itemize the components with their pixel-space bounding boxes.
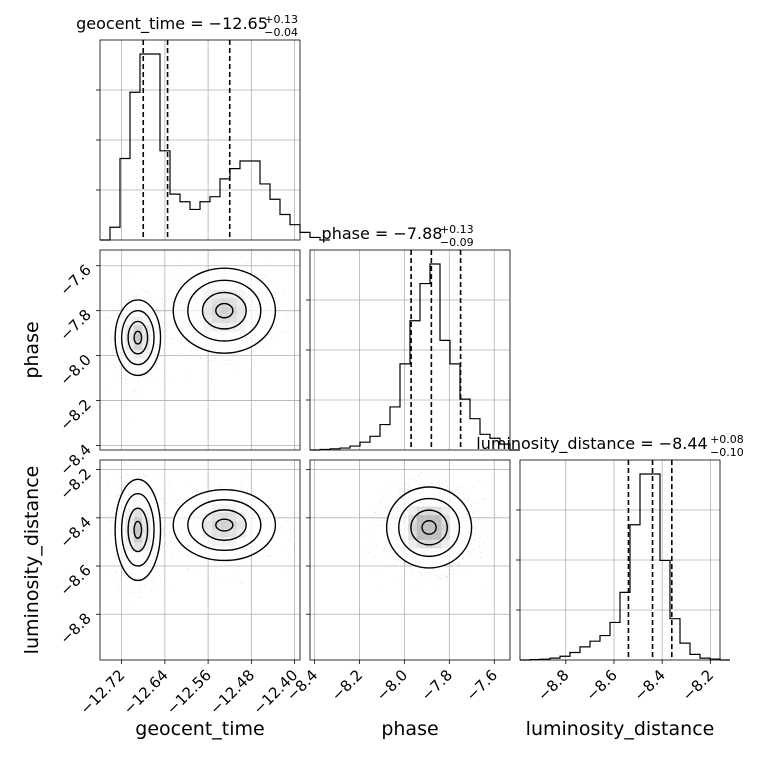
histogram-luminosity_distance: luminosity_distance = −8.44 +0.08−0.10 [476,433,744,661]
y-tick-label: −8.0 [56,351,94,389]
panel-frame [99,39,301,241]
title-text: phase = −7.88 [322,224,443,243]
panel-frame [519,459,721,661]
title-err-plus: +0.13 [440,223,474,236]
histogram-line [520,473,730,661]
y-tick-label: −8.8 [56,609,94,647]
title-err-minus: −0.04 [264,26,298,39]
histogram-line [310,263,520,451]
title-err-minus: −0.10 [710,446,744,459]
x-axis-label: phase [381,718,438,740]
x-axis-geocent_time: −12.72−12.64−12.56−12.48−12.40geocent_ti… [76,660,301,740]
contour-level [201,291,247,330]
y-tick-label: −7.6 [56,261,94,299]
x-axis-label: geocent_time [135,718,264,740]
contour-level [410,509,449,546]
scatter-area [100,250,300,450]
panel-frame [309,459,511,661]
x-tick-label: −8.0 [373,666,411,704]
panel-title-geocent_time: geocent_time = −12.65+0.13−0.04 [76,13,298,39]
x-tick-label: −7.6 [463,666,501,704]
x-tick-label: −8.4 [631,666,669,704]
contour-level [127,320,149,355]
histogram-geocent_time: geocent_time = −12.65+0.13−0.04 [76,13,330,241]
contour-level [120,493,155,567]
x-tick-label: −8.8 [534,666,572,704]
x-tick-label: −8.2 [328,666,366,704]
contour-level [187,499,262,552]
contour-level [215,518,234,532]
title-err-plus: +0.13 [264,13,298,26]
y-tick-label: −7.8 [56,306,94,344]
title-err-plus: +0.08 [710,433,744,446]
scatter-area [310,460,510,660]
panel-title-luminosity_distance: luminosity_distance = −8.44 +0.08−0.10 [476,433,744,459]
x-tick-label: −12.72 [76,666,128,718]
scatter-geocent_time-vs-phase: −7.6−7.8−8.0−8.2−8.4 [56,249,301,479]
contour-level [133,520,143,540]
contour-level [127,507,149,553]
x-tick-label: −12.48 [206,666,258,718]
y-tick-label: −8.2 [56,396,94,434]
panel-title-phase: phase = −7.88+0.13−0.09 [322,223,474,249]
scatter-phase-vs-luminosity_distance [306,459,511,661]
histogram-line [100,53,330,241]
contour-level [421,520,437,535]
scatter-geocent_time-vs-luminosity_distance: −8.2−8.4−8.6−8.8 [56,459,301,661]
contour-level [187,279,262,342]
x-tick-label: −12.64 [120,666,172,718]
panel-frame [99,459,301,661]
y-tick-label: −8.6 [56,561,94,599]
y-axis-label: luminosity_distance [21,466,43,655]
x-tick-label: −8.2 [679,666,717,704]
scatter-area [100,460,300,660]
histogram-phase: phase = −7.88+0.13−0.09 [306,223,520,451]
contour-level [201,509,247,541]
y-axis-label: phase [21,321,43,378]
contour-level [398,497,461,558]
panel-frame [309,249,511,451]
title-err-minus: −0.09 [440,236,474,249]
y-tick-label: −8.4 [56,513,94,551]
x-tick-label: −7.8 [418,666,456,704]
contour-level [120,309,155,366]
x-tick-label: −8.6 [582,666,620,704]
contour-level [215,302,234,319]
title-text: luminosity_distance = −8.44 [476,434,707,454]
x-tick-label: −12.56 [163,666,215,718]
scatter-points [103,250,299,419]
panel-frame [99,249,301,451]
title-text: geocent_time = −12.65 [76,14,268,34]
x-axis-label: luminosity_distance [526,718,715,740]
x-axis-luminosity_distance: −8.8 −8.6 −8.4 −8.2 luminosity_distance [526,660,717,740]
contour-level [133,330,143,345]
